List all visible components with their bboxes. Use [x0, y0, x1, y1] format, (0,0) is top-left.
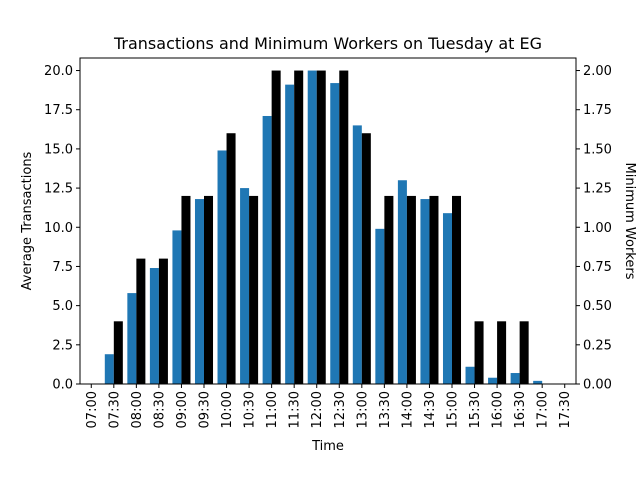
workers-bar: [339, 70, 349, 385]
transactions-bars: [104, 70, 543, 385]
left-tick-label: 20.0: [44, 64, 73, 79]
workers-bar: [519, 321, 529, 384]
x-tick-label: 17:00: [536, 391, 551, 428]
transactions-bar: [488, 377, 498, 384]
x-tick-label: 07:00: [85, 391, 100, 428]
transactions-bar: [465, 366, 475, 384]
left-tick-label: 5.0: [52, 299, 73, 314]
x-tick-label: 14:00: [400, 391, 415, 428]
workers-bar: [249, 195, 259, 384]
workers-bar: [204, 195, 214, 384]
left-tick-label: 2.5: [52, 338, 73, 353]
x-tick-label: 08:00: [130, 391, 145, 428]
right-axis-label: Minimum Workers: [622, 163, 637, 280]
left-tick-label: 7.5: [52, 260, 73, 275]
transactions-bar: [510, 373, 520, 384]
x-axis-label: Time: [311, 439, 344, 454]
workers-bar: [316, 70, 326, 385]
workers-bar: [429, 195, 439, 384]
left-axis-ticks: 0.0 2.5 5.0 7.5 10.0 12.5 15.0 17.5 20.0: [44, 64, 80, 393]
transactions-bar: [375, 228, 385, 384]
transactions-bar: [307, 70, 317, 385]
right-tick-label: 0.25: [583, 338, 612, 353]
transactions-bar: [217, 150, 227, 384]
x-tick-label: 12:30: [333, 391, 348, 428]
right-tick-label: 1.25: [583, 182, 612, 197]
x-tick-label: 13:00: [355, 391, 370, 428]
transactions-bar: [194, 199, 204, 384]
transactions-bar: [262, 115, 272, 384]
x-tick-label: 15:00: [446, 391, 461, 428]
x-tick-label: 07:30: [107, 391, 122, 428]
transactions-bar: [104, 354, 114, 384]
right-tick-label: 0.00: [583, 378, 612, 393]
transactions-bar: [352, 125, 362, 385]
x-tick-label: 13:30: [378, 391, 393, 428]
transactions-bar: [330, 83, 340, 385]
left-tick-label: 12.5: [44, 182, 73, 197]
x-tick-label: 16:00: [491, 391, 506, 428]
workers-bar: [136, 258, 146, 384]
workers-bar: [361, 133, 371, 384]
left-tick-label: 10.0: [44, 221, 73, 236]
left-axis-label: Average Transactions: [20, 151, 35, 290]
workers-bar: [474, 321, 484, 384]
transactions-bar: [240, 188, 250, 384]
workers-bar: [452, 195, 462, 384]
workers-bar: [406, 195, 416, 384]
left-tick-label: 0.0: [52, 378, 73, 393]
transactions-bar: [397, 180, 407, 384]
transactions-bar: [442, 213, 452, 384]
workers-bar: [226, 133, 236, 384]
transactions-bar: [172, 230, 182, 384]
x-tick-label: 17:30: [558, 391, 573, 428]
x-tick-label: 09:00: [175, 391, 190, 428]
right-tick-label: 0.50: [583, 299, 612, 314]
left-tick-label: 15.0: [44, 142, 73, 157]
workers-bar: [497, 321, 507, 384]
workers-bar: [158, 258, 168, 384]
right-tick-label: 1.50: [583, 142, 612, 157]
x-tick-label: 10:00: [220, 391, 235, 428]
workers-bar: [113, 321, 123, 384]
workers-bar: [271, 70, 281, 385]
x-tick-label: 14:30: [423, 391, 438, 428]
right-tick-label: 1.75: [583, 103, 612, 118]
transactions-bar: [420, 199, 430, 384]
x-tick-label: 11:00: [265, 391, 280, 428]
workers-bar: [294, 70, 304, 385]
plot-frame: [79, 57, 577, 385]
workers-bar: [181, 195, 191, 384]
chart-title: Transactions and Minimum Workers on Tues…: [113, 34, 542, 53]
workers-bar: [384, 195, 394, 384]
right-axis-ticks: 0.00 0.25 0.50 0.75 1.00 1.25 1.50 1.75 2.00: [576, 64, 612, 393]
transactions-bar: [533, 380, 543, 384]
right-tick-label: 0.75: [583, 260, 612, 275]
transactions-bar: [127, 293, 137, 384]
right-tick-label: 2.00: [583, 64, 612, 79]
x-tick-label: 09:30: [198, 391, 213, 428]
x-tick-label: 16:30: [513, 391, 528, 428]
x-tick-label: 08:30: [152, 391, 167, 428]
transactions-bar: [149, 268, 159, 384]
left-tick-label: 17.5: [44, 103, 73, 118]
x-axis-ticks: 07:00 07:30 08:00 08:30 09:00 09:30 10:00 10:30…: [85, 384, 573, 428]
workers-bars: [113, 70, 529, 385]
x-tick-label: 15:30: [468, 391, 483, 428]
x-tick-label: 10:30: [243, 391, 258, 428]
right-tick-label: 1.00: [583, 221, 612, 236]
x-tick-label: 11:30: [288, 391, 303, 428]
x-tick-label: 12:00: [310, 391, 325, 428]
transactions-bar: [285, 84, 295, 385]
